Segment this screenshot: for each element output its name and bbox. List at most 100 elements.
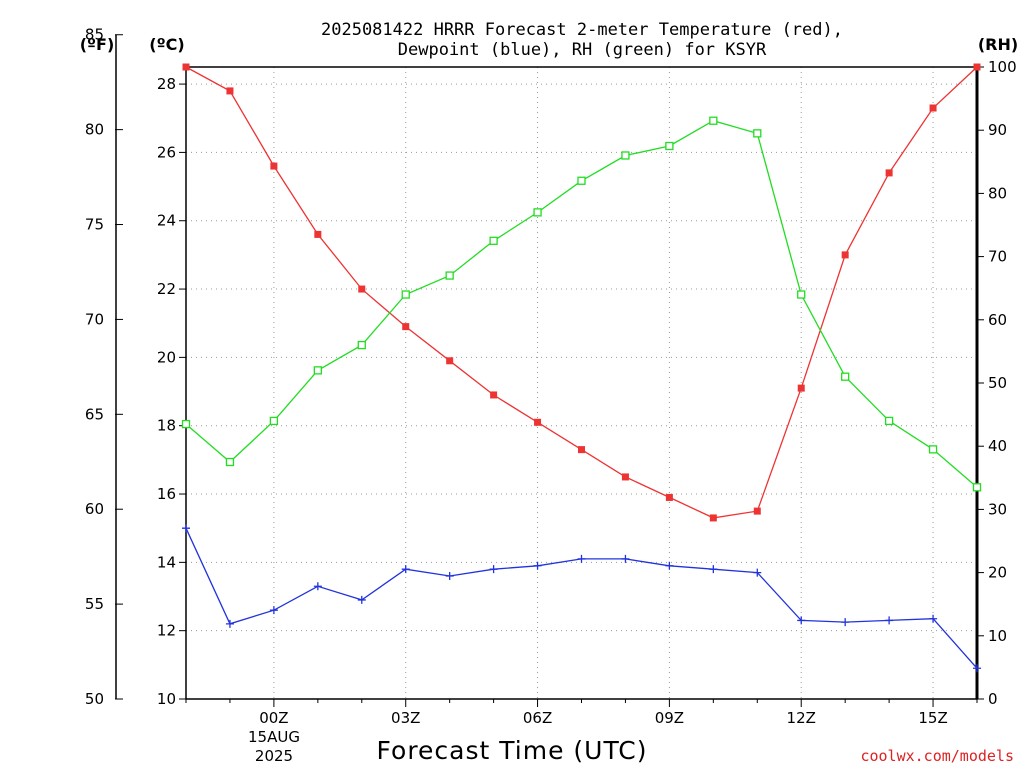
rh-point (489, 236, 498, 245)
temperature-point (709, 514, 717, 522)
temperature-point (402, 323, 410, 331)
celsius-tick-label: 16 (157, 485, 176, 503)
dewpoint-point (753, 568, 762, 577)
dewpoint-point (182, 524, 190, 533)
rh-point (533, 208, 542, 217)
rh-point (841, 372, 850, 381)
dewpoint-point (709, 565, 718, 574)
rh-point (225, 457, 235, 467)
celsius-tick-label: 20 (157, 348, 176, 366)
temperature-point (797, 384, 805, 392)
temperature-point (621, 473, 629, 481)
fahrenheit-tick-label: 70 (85, 310, 104, 328)
date-label-year: 2025 (255, 747, 293, 765)
dewpoint-point (621, 554, 630, 563)
celsius-tick-label: 12 (157, 622, 176, 640)
rh-tick-label: 10 (988, 627, 1007, 645)
celsius-tick-label: 10 (157, 690, 176, 708)
x-tick-label: 06Z (523, 709, 552, 727)
x-axis-label: Forecast Time (UTC) (377, 736, 648, 765)
chart-title-line-1: 2025081422 HRRR Forecast 2-meter Tempera… (321, 20, 843, 40)
x-tick-label: 03Z (391, 709, 420, 727)
fahrenheit-tick-label: 55 (85, 595, 104, 613)
temperature-point (358, 285, 366, 293)
temperature-point (841, 251, 849, 259)
plot-frame (185, 66, 978, 700)
temperature-point (226, 87, 234, 95)
x-tick-label: 09Z (655, 709, 684, 727)
x-tick-label: 12Z (787, 709, 816, 727)
rh-point (884, 416, 894, 426)
rh-tick-label: 90 (988, 121, 1007, 139)
rh-point (313, 366, 322, 375)
rh-point (401, 290, 410, 299)
grid (186, 67, 977, 699)
temperature-point (314, 230, 322, 238)
temperature-point (973, 63, 981, 71)
rh-point (445, 271, 454, 280)
rh-tick-label: 60 (988, 311, 1007, 329)
dewpoint-point (489, 565, 498, 574)
dewpoint-point (401, 565, 410, 574)
rh-tick-label: 70 (988, 248, 1007, 266)
dewpoint-series (182, 524, 981, 673)
rh-tick-label: 50 (988, 374, 1007, 392)
rh-line (185, 119, 978, 488)
temperature-point (753, 507, 761, 515)
dewpoint-point (841, 618, 850, 627)
date-label-day: 15AUG (248, 728, 300, 746)
temperature-point (578, 446, 585, 454)
temperature-point (490, 391, 498, 399)
axes: 00Z 03Z 06Z 09Z 12Z 15Z 10 12 14 16 18 20 22 24 26 28 50… (85, 26, 1017, 727)
rh-point (357, 340, 366, 350)
dewpoint-point (357, 595, 366, 604)
x-tick-label: 15Z (918, 709, 947, 727)
fahrenheit-tick-label: 65 (85, 405, 104, 423)
rh-point (797, 290, 806, 299)
dewpoint-point (225, 619, 234, 628)
x-tick-label: 00Z (259, 709, 288, 727)
chart-title-line-2: Dewpoint (blue), RH (green) for KSYR (398, 40, 767, 60)
rh-series (181, 116, 982, 492)
celsius-tick-label: 14 (157, 553, 176, 571)
temperature-point (929, 104, 937, 112)
fahrenheit-tick-label: 75 (85, 216, 104, 234)
fahrenheit-tick-label: 80 (85, 121, 104, 139)
dewpoint-point (665, 561, 674, 570)
series-layer (181, 63, 982, 673)
rh-tick-label: 20 (988, 564, 1007, 582)
rh-tick-label: 40 (988, 437, 1007, 455)
unit-label-rh: (RH) (978, 35, 1018, 54)
dewpoint-point (929, 614, 938, 623)
dewpoint-line (185, 527, 978, 669)
celsius-tick-label: 22 (157, 280, 176, 298)
rh-point (665, 141, 674, 151)
dewpoint-point (973, 664, 981, 673)
celsius-tick-label: 18 (157, 417, 176, 435)
rh-point (753, 129, 762, 138)
dewpoint-point (797, 616, 806, 625)
fahrenheit-tick-label: 60 (85, 500, 104, 518)
rh-tick-label: 100 (988, 58, 1017, 76)
rh-point (577, 176, 586, 185)
temperature-point (182, 63, 190, 71)
rh-point (928, 445, 938, 454)
temperature-point (665, 493, 673, 501)
celsius-tick-label: 24 (157, 212, 176, 230)
temperature-point (885, 169, 893, 177)
credit-text: coolwx.com/models (860, 747, 1014, 765)
temperature-series (182, 63, 981, 522)
dewpoint-point (313, 582, 322, 591)
dewpoint-point (885, 616, 894, 625)
rh-point (621, 151, 630, 160)
unit-label-fahrenheit: (ºF) (80, 35, 115, 54)
rh-tick-label: 80 (988, 184, 1007, 202)
dewpoint-point (577, 554, 586, 563)
dewpoint-point (445, 572, 454, 581)
rh-tick-label: 30 (988, 500, 1007, 518)
rh-tick-label: 0 (988, 690, 998, 708)
rh-point (709, 116, 718, 125)
celsius-tick-label: 26 (157, 143, 176, 161)
rh-point (269, 416, 279, 426)
